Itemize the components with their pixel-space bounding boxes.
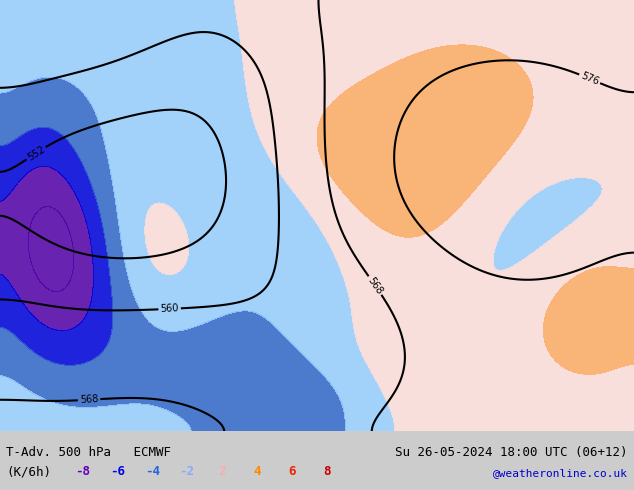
Text: 4: 4 <box>253 465 261 478</box>
Text: 568: 568 <box>79 394 98 405</box>
Text: -8: -8 <box>75 465 90 478</box>
Text: 576: 576 <box>579 71 600 87</box>
Text: 560: 560 <box>160 303 179 314</box>
Text: Su 26-05-2024 18:00 UTC (06+12): Su 26-05-2024 18:00 UTC (06+12) <box>395 446 628 459</box>
Text: 568: 568 <box>366 275 384 296</box>
Text: 552: 552 <box>25 144 47 162</box>
Text: (K/6h): (K/6h) <box>6 465 51 478</box>
Text: 2: 2 <box>218 465 226 478</box>
Text: -2: -2 <box>179 465 195 478</box>
Text: @weatheronline.co.uk: @weatheronline.co.uk <box>493 468 628 478</box>
Text: -6: -6 <box>110 465 125 478</box>
Text: 8: 8 <box>323 465 330 478</box>
Text: 6: 6 <box>288 465 295 478</box>
Text: T-Adv. 500 hPa   ECMWF: T-Adv. 500 hPa ECMWF <box>6 446 171 459</box>
Text: -4: -4 <box>145 465 160 478</box>
